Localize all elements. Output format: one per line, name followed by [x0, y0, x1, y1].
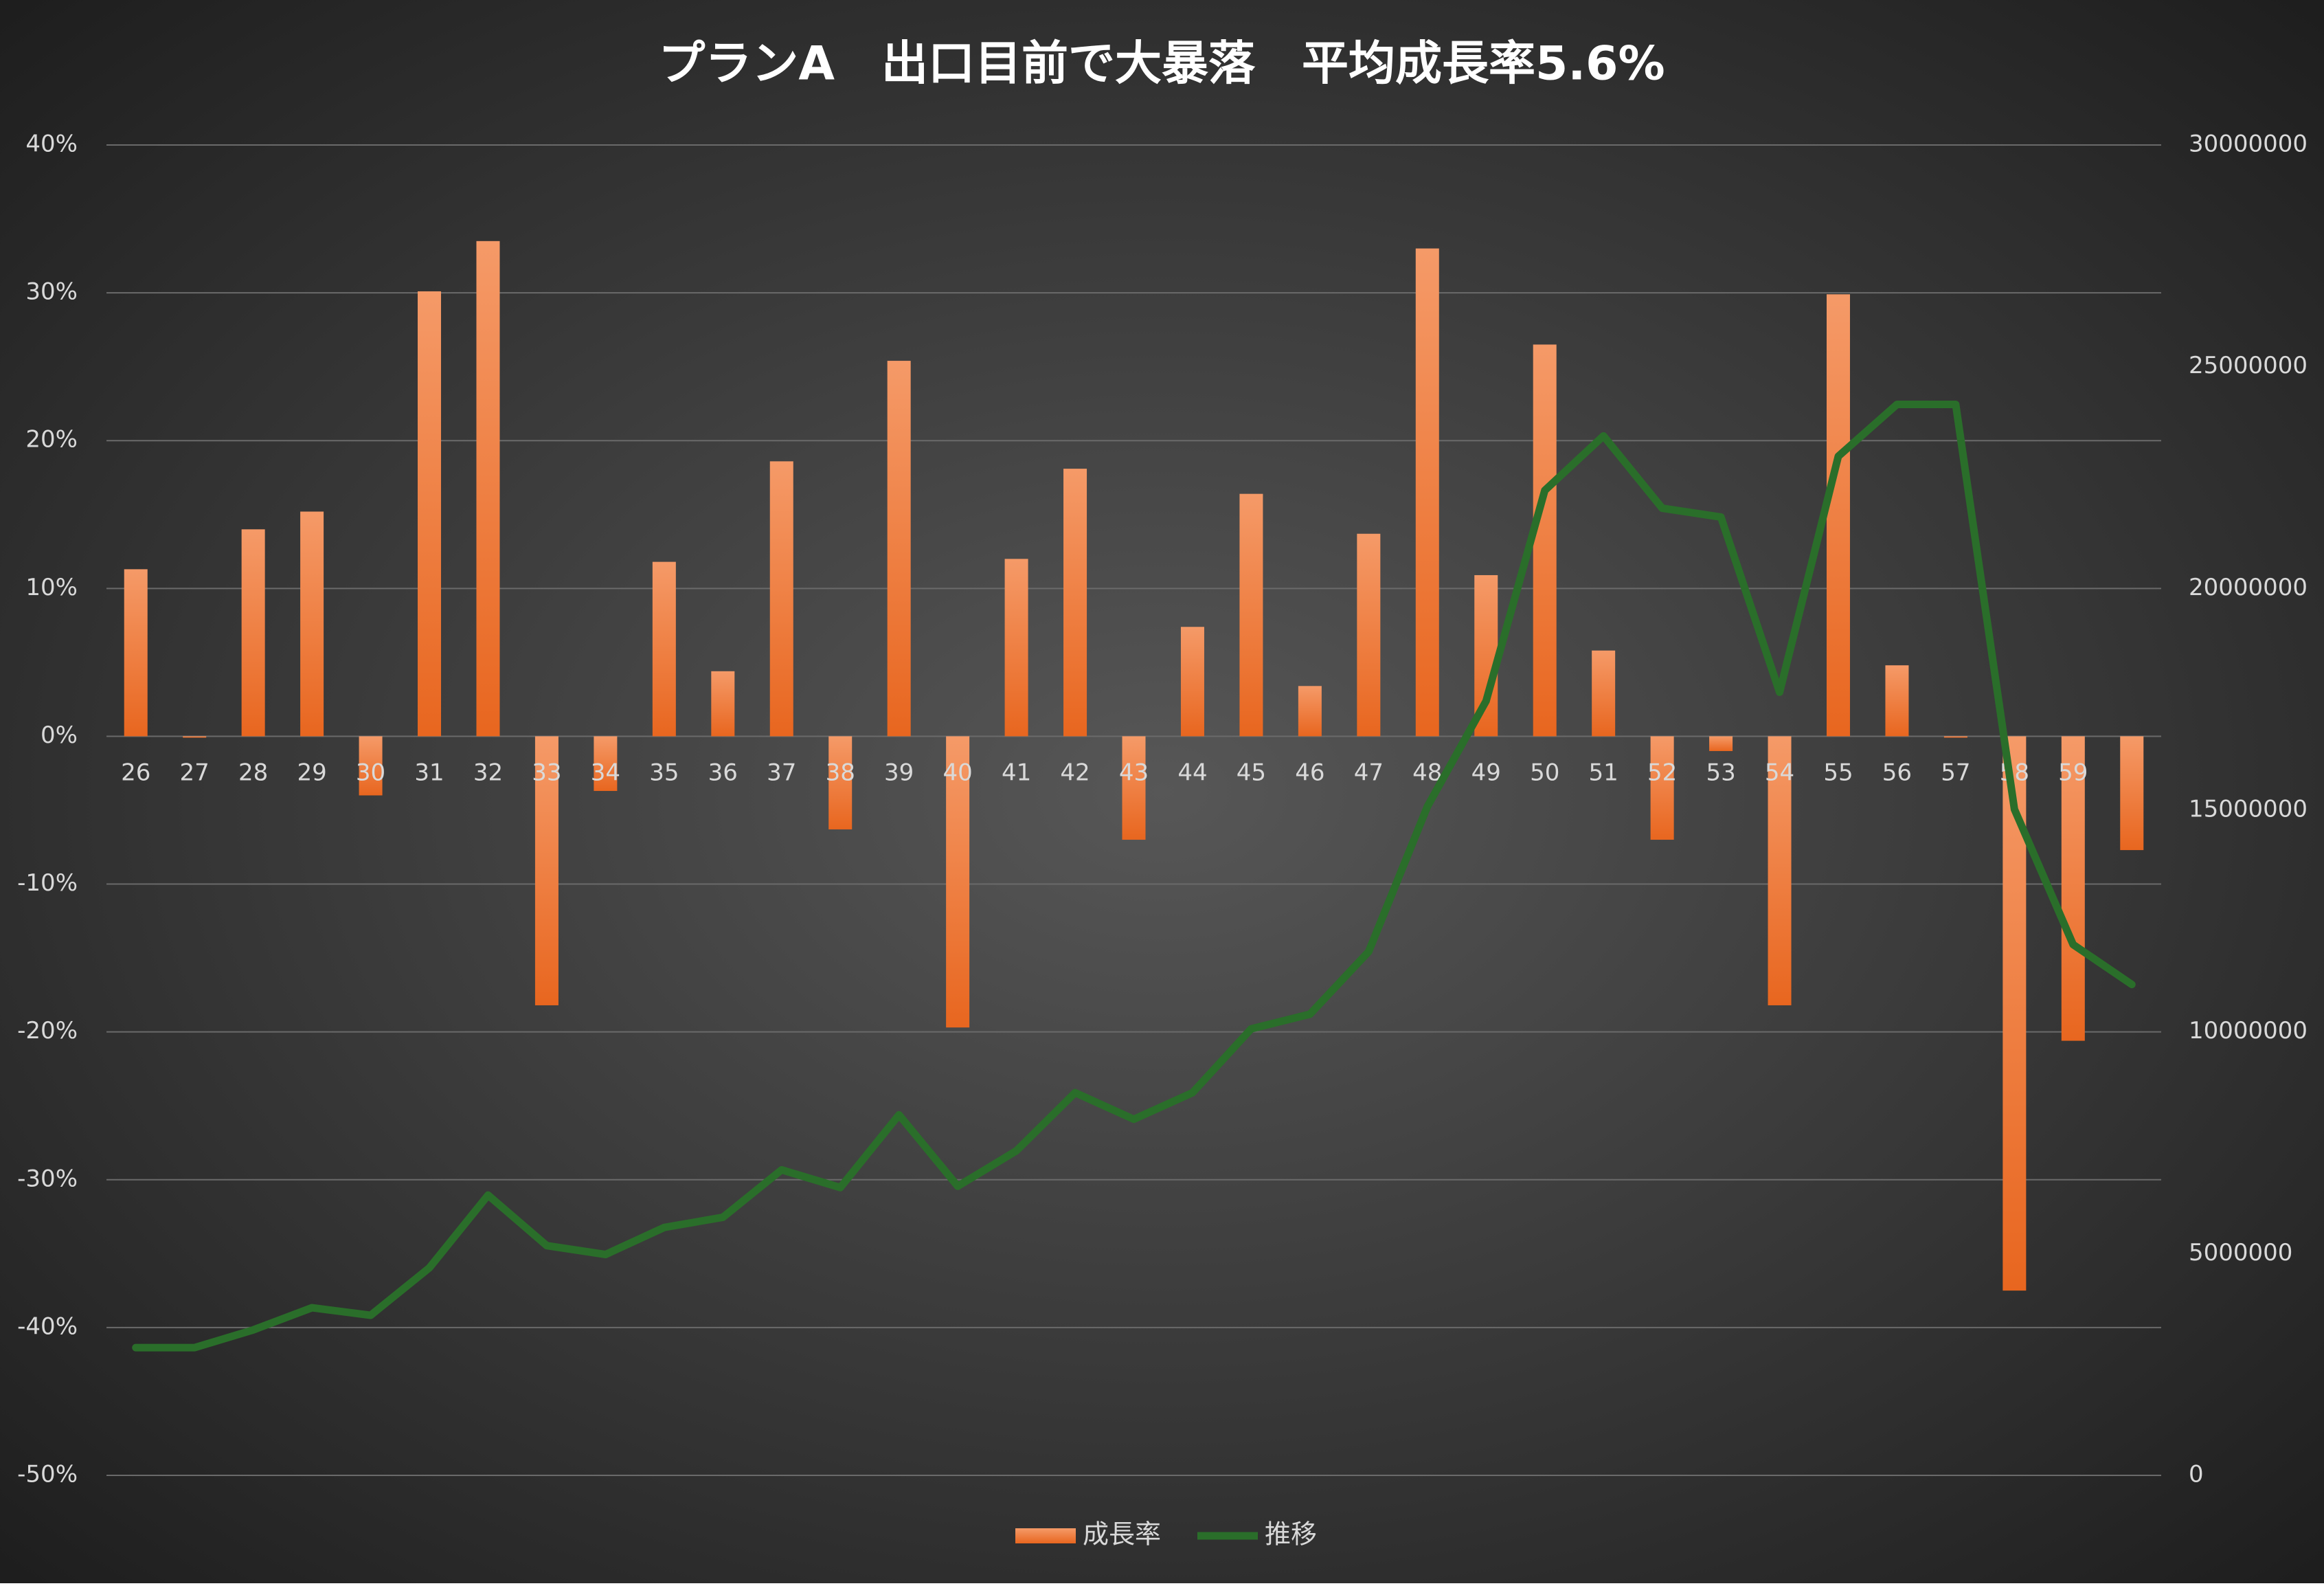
bar [1122, 736, 1146, 840]
x-tick-label: 30 [356, 759, 385, 787]
y-tick-label: 30% [25, 278, 78, 306]
bar [1650, 736, 1674, 840]
bar [1063, 469, 1087, 737]
x-tick-label: 33 [532, 759, 561, 787]
bar [1592, 650, 1616, 737]
y-tick-label: -50% [17, 1461, 78, 1488]
x-tick-label: 40 [943, 759, 972, 787]
x-tick-label: 36 [708, 759, 738, 787]
bar [828, 736, 853, 829]
bar [418, 291, 442, 737]
bar [1004, 559, 1028, 737]
chart-title: プランA 出口目前で大暴落 平均成長率5.6% [658, 37, 1665, 91]
y-tick-label: -10% [17, 869, 78, 897]
y2-tick-label: 10000000 [2189, 1017, 2308, 1045]
x-tick-label: 47 [1354, 759, 1384, 787]
bar [1826, 294, 1850, 737]
y2-tick-label: 15000000 [2189, 796, 2308, 823]
bar [1239, 493, 1263, 737]
bar [946, 736, 970, 1028]
bar [887, 361, 911, 737]
bar [1768, 736, 1792, 1005]
bar [300, 511, 324, 737]
x-tick-label: 53 [1706, 759, 1735, 787]
x-tick-label: 34 [591, 759, 620, 787]
bar [769, 461, 793, 737]
bar [711, 671, 735, 737]
bar [1415, 248, 1439, 737]
bar [1943, 736, 1967, 738]
y2-tick-label: 30000000 [2189, 131, 2308, 158]
bar [594, 736, 618, 792]
bar [183, 736, 207, 738]
y-tick-label: -30% [17, 1165, 78, 1192]
bar [2120, 736, 2144, 851]
bar [359, 736, 383, 796]
x-tick-label: 31 [414, 759, 444, 787]
x-tick-label: 39 [884, 759, 914, 787]
x-tick-label: 32 [473, 759, 503, 787]
x-tick-label: 42 [1060, 759, 1090, 787]
bar [241, 529, 265, 737]
bar [476, 241, 500, 737]
bar [652, 561, 676, 737]
x-tick-label: 49 [1471, 759, 1501, 787]
x-tick-label: 37 [767, 759, 796, 787]
bar [1533, 344, 1557, 737]
y2-tick-label: 25000000 [2189, 352, 2308, 379]
bar [1298, 686, 1322, 737]
bar [1357, 533, 1381, 737]
x-tick-label: 57 [1941, 759, 1970, 787]
x-tick-label: 41 [1002, 759, 1031, 787]
x-tick-label: 27 [180, 759, 210, 787]
y-tick-label: 20% [25, 426, 78, 454]
x-tick-label: 51 [1589, 759, 1618, 787]
x-tick-label: 54 [1765, 759, 1794, 787]
line [132, 401, 2136, 1352]
bar [1709, 736, 1733, 751]
x-tick-label: 56 [1882, 759, 1912, 787]
y-tick-label: 0% [41, 722, 78, 749]
y2-tick-label: 5000000 [2189, 1239, 2292, 1266]
legend-swatch [1015, 1528, 1076, 1543]
x-tick-label: 26 [121, 759, 150, 787]
x-tick-label: 55 [1823, 759, 1853, 787]
y-tick-label: 40% [25, 131, 78, 158]
x-tick-label: 45 [1237, 759, 1266, 787]
x-tick-label: 28 [238, 759, 268, 787]
bar [534, 736, 559, 1005]
x-tick-label: 43 [1119, 759, 1149, 787]
legend-label: 推移 [1265, 1519, 1317, 1550]
x-tick-label: 59 [2058, 759, 2088, 787]
x-tick-label: 35 [649, 759, 679, 787]
legend-label: 成長率 [1083, 1519, 1161, 1550]
x-tick-label: 38 [826, 759, 855, 787]
x-tick-label: 29 [297, 759, 326, 787]
bar [1885, 665, 1909, 737]
y2-tick-label: 0 [2189, 1461, 2204, 1488]
x-tick-label: 44 [1177, 759, 1207, 787]
y2-tick-label: 20000000 [2189, 574, 2308, 601]
x-tick-label: 50 [1530, 759, 1559, 787]
bar [1180, 627, 1204, 737]
x-tick-label: 52 [1647, 759, 1677, 787]
bar [124, 569, 148, 737]
y-tick-label: -40% [17, 1313, 78, 1340]
x-tick-label: 46 [1295, 759, 1324, 787]
y-tick-label: 10% [25, 574, 78, 601]
y-tick-label: -20% [17, 1017, 78, 1045]
bar [2061, 736, 2085, 1041]
